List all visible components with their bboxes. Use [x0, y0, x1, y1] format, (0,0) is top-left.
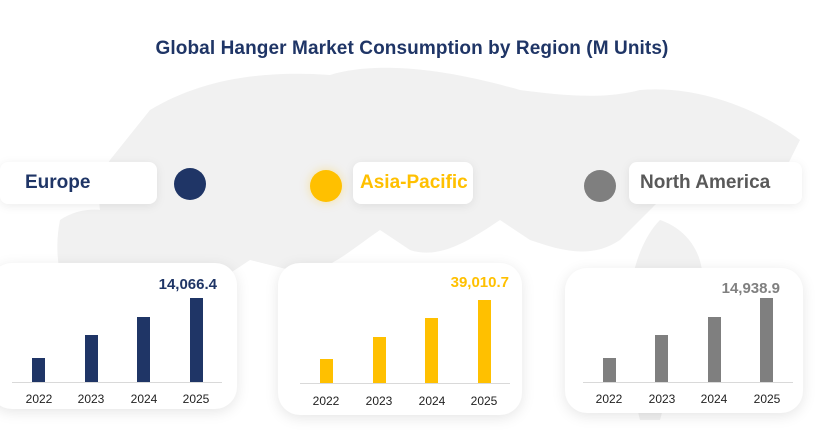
north-america-tick-2023: 2023	[648, 392, 676, 406]
asia-pacific-tick-2022: 2022	[312, 394, 340, 408]
europe-tick-2023: 2023	[77, 392, 105, 406]
europe-tick-2025: 2025	[182, 392, 210, 406]
europe-tick-2022: 2022	[25, 392, 53, 406]
north-america-bar-2025	[760, 298, 773, 382]
asia-pacific-bar-2025	[478, 300, 491, 383]
north-america-bar-2023	[655, 335, 668, 382]
north-america-axis-baseline	[583, 382, 793, 383]
region-name-europe: Europe	[25, 172, 91, 193]
asia-pacific-tick-2024: 2024	[418, 394, 446, 408]
region-name-asia-pacific: Asia-Pacific	[360, 172, 468, 193]
north-america-tick-2024: 2024	[700, 392, 728, 406]
asia-pacific-tick-2023: 2023	[365, 394, 393, 408]
europe-marker-dot	[174, 168, 206, 200]
asia-pacific-axis-baseline	[300, 383, 510, 384]
europe-bar-2022	[32, 358, 45, 382]
region-name-north-america: North America	[640, 172, 771, 193]
europe-bar-2025	[190, 298, 203, 382]
asia-pacific-bar-2023	[373, 337, 386, 383]
north-america-2025-value-label: 14,938.9	[721, 280, 780, 297]
north-america-marker-dot	[584, 170, 616, 202]
chart-title: Global Hanger Market Consumption by Regi…	[155, 38, 669, 59]
region-label-asia-pacific: Asia-Pacific	[353, 162, 473, 204]
europe-bar-2024	[137, 317, 150, 382]
asia-pacific-bar-2022	[320, 359, 333, 383]
asia-pacific-2025-value-label: 39,010.7	[450, 274, 509, 291]
asia-pacific-tick-2025: 2025	[470, 394, 498, 408]
europe-axis-baseline	[12, 382, 222, 383]
europe-bar-2023	[85, 335, 98, 382]
north-america-tick-2022: 2022	[595, 392, 623, 406]
europe-tick-2024: 2024	[130, 392, 158, 406]
region-label-north-america: North America	[629, 162, 802, 204]
asia-pacific-marker-dot	[310, 170, 342, 202]
asia-pacific-bar-2024	[425, 318, 438, 383]
region-label-europe: Europe	[0, 162, 157, 204]
north-america-bar-2022	[603, 358, 616, 382]
north-america-bar-2024	[708, 317, 721, 382]
north-america-tick-2025: 2025	[753, 392, 781, 406]
europe-2025-value-label: 14,066.4	[158, 276, 217, 293]
